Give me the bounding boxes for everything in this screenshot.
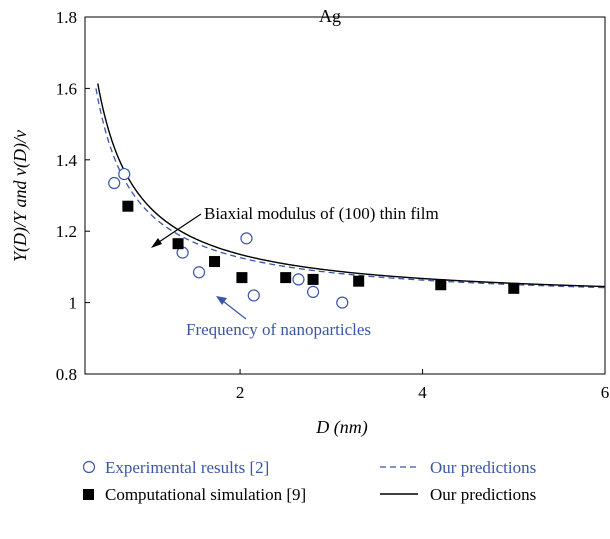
legend-filled-square-marker: [83, 489, 94, 500]
experimental-point: [247, 289, 260, 302]
y-tick-label: 1.8: [56, 8, 77, 27]
legend-open-circle-marker: [82, 460, 96, 474]
legend-label-experimental: Experimental results [2]: [105, 458, 269, 477]
simulation-point: [353, 275, 365, 287]
simulation-point: [122, 200, 134, 212]
data-markers: [108, 167, 520, 309]
legend-label-simulation: Computational simulation [9]: [105, 485, 306, 504]
experimental-point: [240, 232, 253, 245]
annotation-biaxial-arrow: [152, 213, 202, 247]
y-tick-label: 1.6: [56, 79, 77, 98]
chart-title: Ag: [319, 6, 341, 26]
experimental-point: [292, 273, 305, 286]
experimental-point: [336, 296, 349, 309]
annotation-biaxial-arrowhead: [151, 238, 162, 248]
experimental-point: [192, 266, 206, 279]
y-tick-label: 0.8: [56, 365, 77, 384]
annotation-biaxial: Biaxial modulus of (100) thin film: [204, 204, 439, 223]
annotation-frequency: Frequency of nanoparticles: [186, 320, 371, 339]
y-tick-label: 1: [69, 294, 78, 313]
y-tick-label: 1.2: [56, 222, 77, 241]
simulation-point: [209, 256, 221, 268]
simulation-point: [307, 273, 319, 285]
y-tick-label: 1.4: [56, 151, 78, 170]
series-line-solid: [97, 83, 606, 288]
legend-label-dashed-predictions: Our predictions: [430, 458, 536, 477]
x-tick-label: 2: [236, 383, 245, 402]
series-line-dashed: [95, 88, 606, 289]
x-axis-title: D (nm): [315, 417, 368, 438]
simulation-point: [508, 282, 520, 294]
annotation-frequency-arrowhead: [216, 296, 227, 305]
axis-ticks: 0.8 1 1.2 1.4 1.6 1.8 2 4 6: [56, 8, 610, 402]
x-tick-label: 6: [601, 383, 610, 402]
simulation-point: [172, 238, 184, 250]
legend-label-solid-predictions: Our predictions: [430, 485, 536, 504]
simulation-point: [280, 272, 292, 284]
simulation-point: [435, 279, 447, 291]
legend: Experimental results [2] Computational s…: [82, 458, 536, 504]
experimental-point: [118, 167, 131, 181]
x-tick-label: 4: [418, 383, 427, 402]
simulation-point: [236, 272, 248, 284]
y-axis-title: Y(D)/Y and ν(D)/ν: [10, 130, 31, 262]
experimental-point: [306, 285, 320, 298]
experimental-point: [108, 176, 121, 190]
plot-frame: [84, 16, 606, 375]
